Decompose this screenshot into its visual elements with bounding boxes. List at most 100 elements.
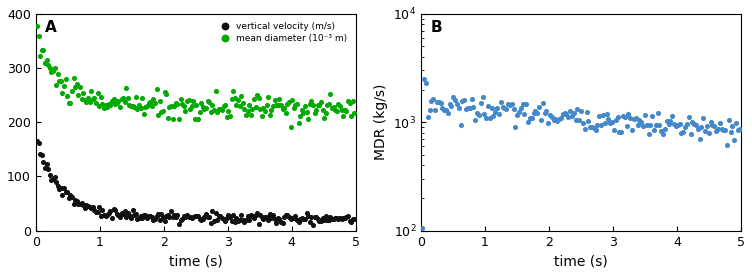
Point — [108, 207, 120, 211]
Point — [186, 216, 198, 220]
Point — [688, 122, 700, 126]
Point — [332, 217, 344, 221]
Point — [149, 217, 161, 221]
Point — [726, 124, 738, 128]
Point — [213, 107, 225, 111]
Point — [495, 100, 507, 104]
Point — [147, 96, 159, 101]
Point — [579, 127, 591, 131]
Point — [69, 85, 81, 89]
Point — [156, 110, 168, 114]
Point — [462, 106, 474, 111]
Point — [302, 117, 314, 122]
Point — [304, 220, 316, 225]
Point — [50, 82, 62, 87]
Point — [663, 122, 675, 127]
Point — [299, 104, 311, 109]
Point — [235, 94, 247, 99]
Point — [250, 213, 262, 218]
Point — [328, 105, 340, 109]
Point — [307, 222, 319, 227]
Point — [200, 106, 212, 111]
Point — [38, 48, 50, 53]
Point — [601, 112, 613, 116]
Point — [328, 217, 340, 221]
Point — [464, 106, 476, 111]
Point — [166, 117, 178, 122]
Point — [326, 216, 338, 221]
Point — [290, 214, 302, 219]
Point — [217, 104, 229, 108]
Point — [219, 219, 231, 223]
Point — [199, 215, 211, 219]
Point — [478, 112, 490, 117]
Point — [159, 90, 171, 95]
Point — [315, 100, 327, 104]
Point — [422, 115, 434, 119]
Point — [460, 106, 472, 111]
Point — [61, 94, 73, 99]
Point — [93, 104, 105, 108]
Point — [238, 107, 250, 111]
Point — [267, 103, 279, 108]
Point — [139, 105, 151, 109]
Point — [296, 108, 308, 112]
Point — [287, 216, 299, 220]
Point — [582, 118, 594, 123]
Point — [301, 210, 313, 215]
Point — [518, 112, 530, 116]
Point — [435, 101, 447, 105]
Point — [123, 103, 135, 107]
Point — [702, 131, 714, 135]
Point — [560, 112, 572, 116]
Point — [237, 218, 249, 222]
Point — [232, 219, 244, 223]
Point — [342, 214, 354, 219]
Point — [144, 214, 156, 219]
Point — [668, 122, 680, 127]
Point — [250, 105, 262, 109]
Point — [672, 122, 684, 127]
Point — [71, 82, 83, 86]
Point — [708, 123, 720, 128]
Point — [162, 213, 174, 217]
Point — [89, 208, 101, 212]
Point — [59, 190, 71, 194]
Point — [597, 113, 609, 117]
Point — [312, 103, 324, 107]
Point — [320, 111, 332, 115]
Point — [141, 103, 153, 108]
Point — [515, 105, 527, 110]
Point — [683, 115, 695, 119]
Point — [232, 98, 244, 103]
Point — [101, 105, 113, 110]
Point — [177, 104, 190, 109]
Point — [723, 118, 735, 123]
Point — [139, 213, 151, 217]
Point — [168, 104, 180, 108]
Point — [179, 109, 191, 113]
Point — [595, 123, 607, 127]
Point — [541, 109, 553, 113]
Point — [262, 95, 274, 99]
Point — [608, 128, 620, 132]
Point — [86, 97, 99, 101]
Point — [610, 118, 622, 122]
Point — [584, 125, 596, 129]
Point — [39, 166, 51, 170]
Text: B: B — [431, 20, 442, 35]
Point — [445, 104, 457, 108]
Point — [335, 108, 347, 112]
Point — [237, 101, 249, 105]
Point — [290, 103, 302, 107]
Point — [183, 214, 195, 219]
Point — [133, 216, 145, 220]
Point — [247, 213, 259, 218]
Point — [730, 121, 742, 125]
Point — [173, 222, 185, 226]
Point — [633, 118, 645, 123]
Point — [95, 95, 107, 99]
Point — [438, 108, 450, 112]
Point — [526, 116, 538, 120]
Point — [116, 97, 128, 101]
